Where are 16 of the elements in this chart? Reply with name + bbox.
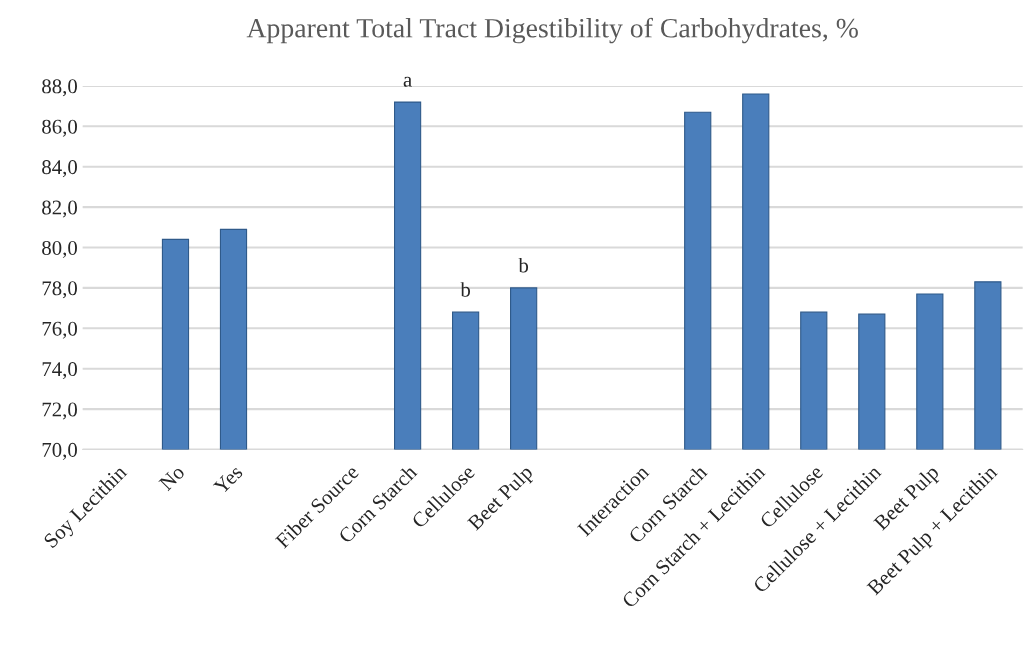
y-tick-label: 84,0 — [42, 160, 77, 178]
y-tick-label: 72,0 — [42, 402, 77, 420]
y-tick-label: 86,0 — [42, 119, 77, 137]
chart-title: Apparent Total Tract Digestibility of Carbohydrates, % — [246, 17, 858, 44]
y-tick-label: 80,0 — [42, 240, 77, 258]
annotation: b — [518, 257, 529, 273]
annotation: a — [403, 76, 412, 87]
y-tick-label: 76,0 — [42, 321, 77, 339]
y-tick-label: 78,0 — [42, 281, 77, 299]
x-tick-label: Yes — [212, 464, 244, 496]
y-tick-label: 88,0 — [42, 79, 77, 97]
y-tick-label: 74,0 — [42, 362, 77, 380]
x-tick-label: No — [158, 464, 186, 492]
y-tick-label: 70,0 — [42, 442, 77, 460]
annotation: b — [460, 282, 471, 297]
y-tick-label: 82,0 — [42, 200, 77, 218]
